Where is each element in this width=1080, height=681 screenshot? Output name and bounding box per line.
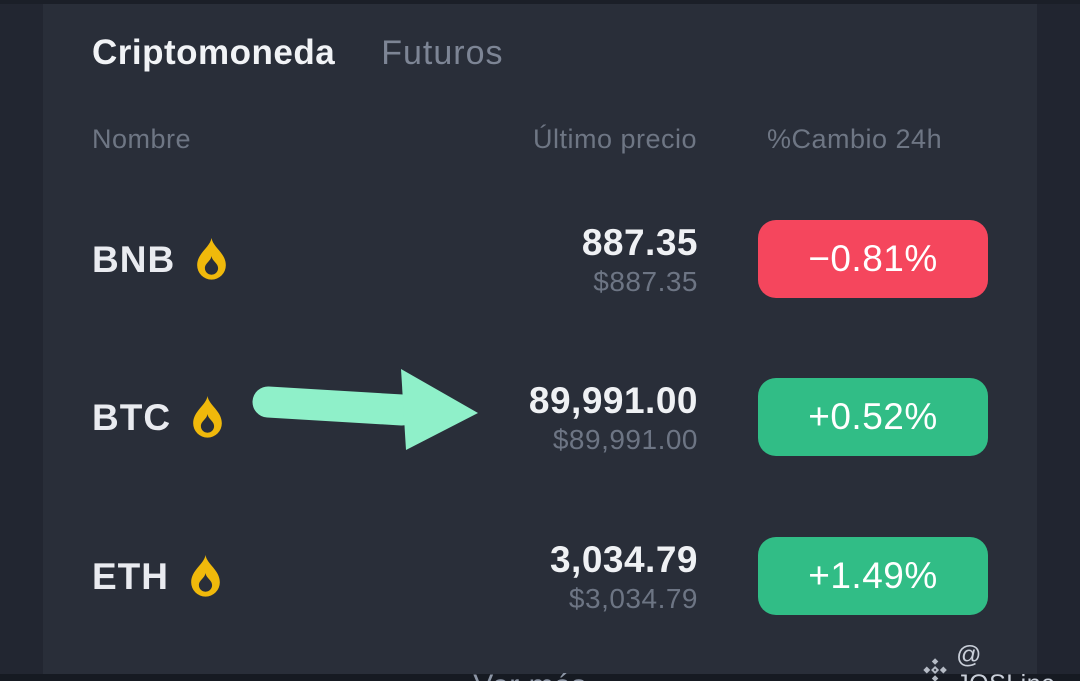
change-badge-positive: +0.52% xyxy=(758,378,988,456)
view-more-link[interactable]: Ver más xyxy=(430,669,630,681)
watermark: @ JOSLine xyxy=(922,641,1080,681)
price-cell: 887.35 $887.35 xyxy=(582,220,698,299)
flame-icon xyxy=(193,396,222,438)
table-row-eth[interactable]: ETH 3,034.79 $3,034.79 +1.49% xyxy=(0,537,1080,616)
top-letterbox-bar xyxy=(0,0,1080,4)
table-header-row: Nombre Último precio %Cambio 24h xyxy=(0,124,1080,158)
symbol-cell: ETH xyxy=(92,537,223,616)
last-price: 887.35 xyxy=(581,221,698,263)
symbol-label: ETH xyxy=(92,555,169,597)
flame-icon xyxy=(191,555,220,597)
usd-price: $887.35 xyxy=(593,265,698,297)
price-cell: 89,991.00 $89,991.00 xyxy=(529,378,698,457)
symbol-cell: BTC xyxy=(92,378,225,457)
header-nombre: Nombre xyxy=(92,124,192,154)
change-value: +1.49% xyxy=(808,555,938,596)
left-letterbox-strip xyxy=(0,0,43,681)
header-ultimo-precio: Último precio xyxy=(532,124,697,154)
symbol-label: BTC xyxy=(92,396,172,438)
price-cell: 3,034.79 $3,034.79 xyxy=(550,537,698,616)
tab-criptomoneda[interactable]: Criptomoneda xyxy=(92,33,336,72)
table-row-btc[interactable]: BTC 89,991.00 $89,991.00 +0.52% xyxy=(0,378,1080,457)
bottom-letterbox-bar xyxy=(0,674,1080,681)
change-value: −0.81% xyxy=(808,238,938,279)
change-badge-positive: +1.49% xyxy=(758,537,988,615)
market-tabs: Criptomoneda Futuros xyxy=(92,33,504,73)
watermark-handle: @ JOSLine xyxy=(956,641,1055,681)
flame-icon xyxy=(197,238,227,280)
symbol-cell: BNB xyxy=(92,220,229,299)
table-row-bnb[interactable]: BNB 887.35 $887.35 −0.81% xyxy=(0,220,1080,299)
change-badge-negative: −0.81% xyxy=(758,220,988,298)
usd-price: $89,991.00 xyxy=(552,423,698,455)
last-price: 3,034.79 xyxy=(549,538,698,580)
binance-logo-icon xyxy=(923,658,947,681)
right-letterbox-strip xyxy=(1037,0,1080,681)
usd-price: $3,034.79 xyxy=(568,582,698,614)
tab-futuros[interactable]: Futuros xyxy=(381,34,504,72)
header-cambio-24h: %Cambio 24h xyxy=(767,124,943,154)
change-value: +0.52% xyxy=(808,396,938,437)
symbol-label: BNB xyxy=(92,238,176,280)
last-price: 89,991.00 xyxy=(528,379,698,421)
